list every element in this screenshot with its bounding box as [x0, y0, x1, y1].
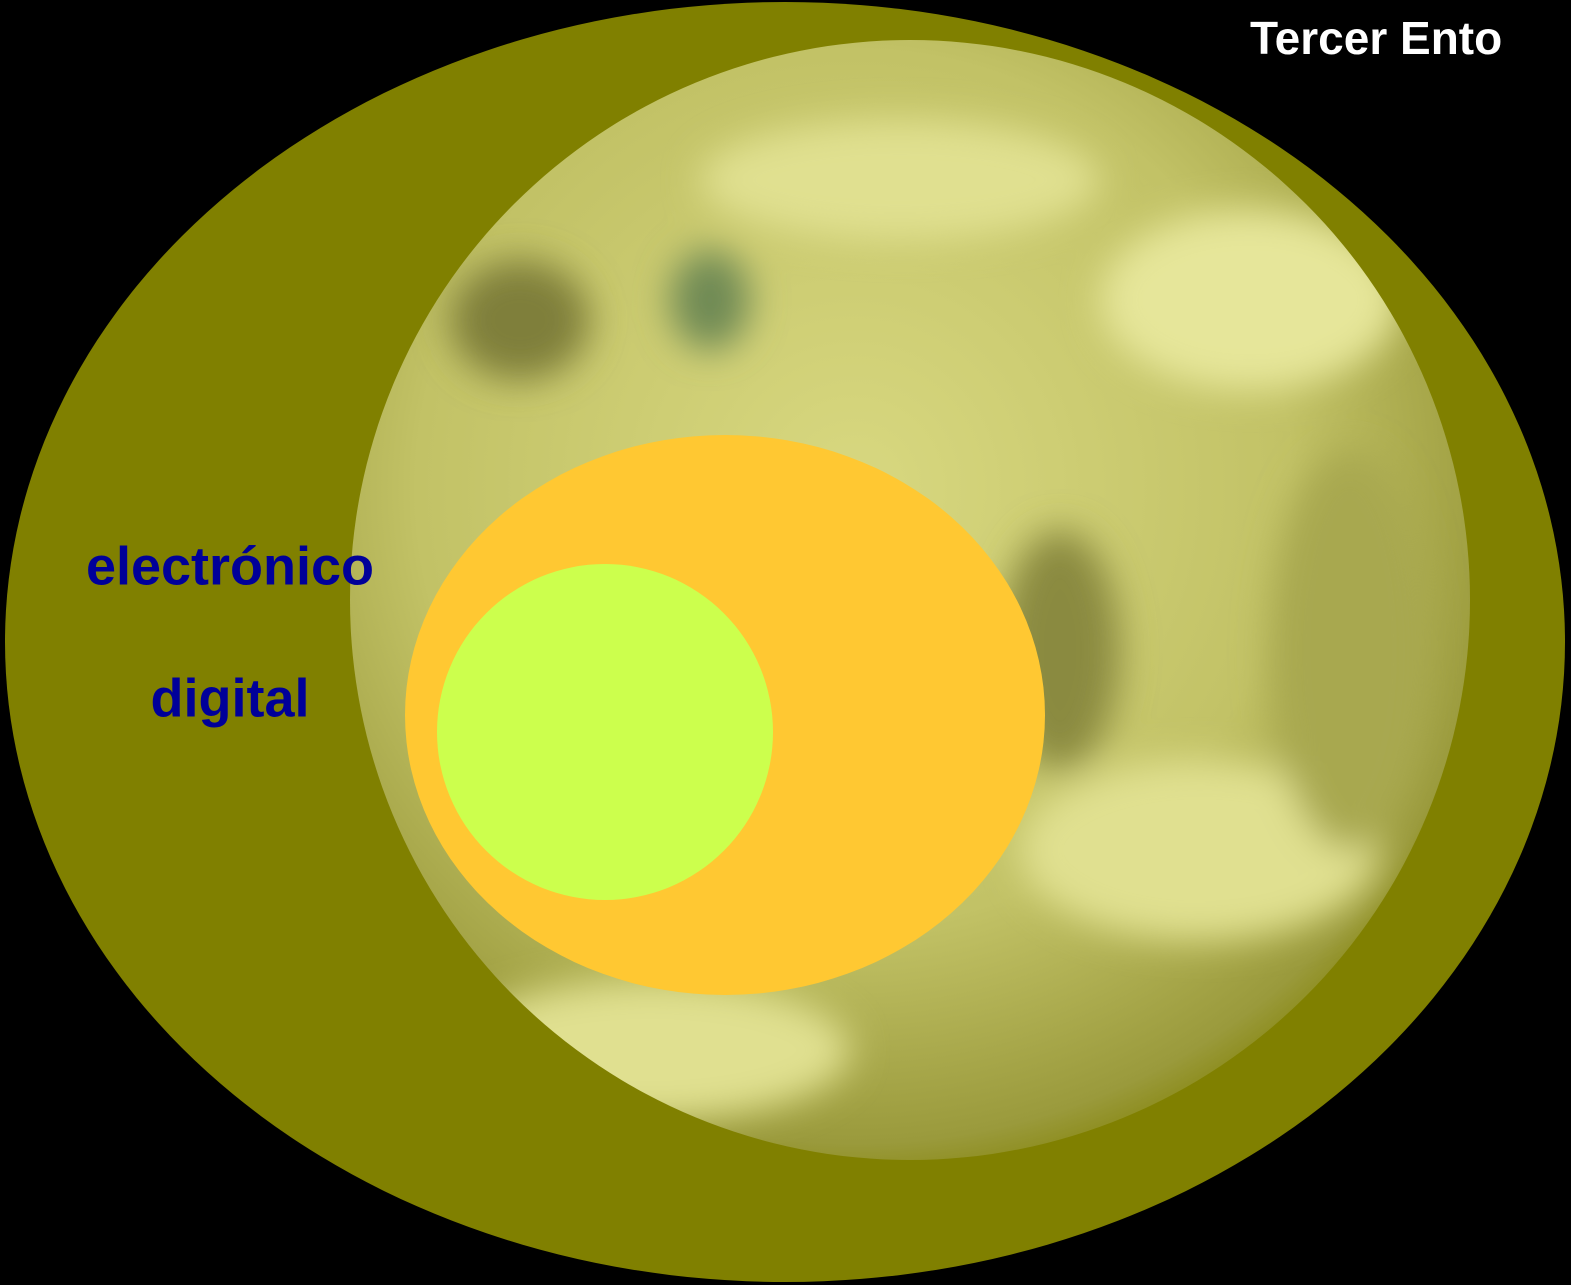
land-shade [670, 250, 750, 350]
digital-circle [437, 564, 773, 900]
land-shade [1270, 450, 1430, 850]
inner-label: digital [151, 668, 310, 728]
cloud [1100, 210, 1400, 390]
cloud [700, 120, 1100, 240]
land-shade [450, 260, 590, 380]
outer-label: electrónico [86, 536, 374, 596]
cloud [1020, 760, 1380, 940]
slide-title: Tercer Ento [1250, 12, 1502, 64]
